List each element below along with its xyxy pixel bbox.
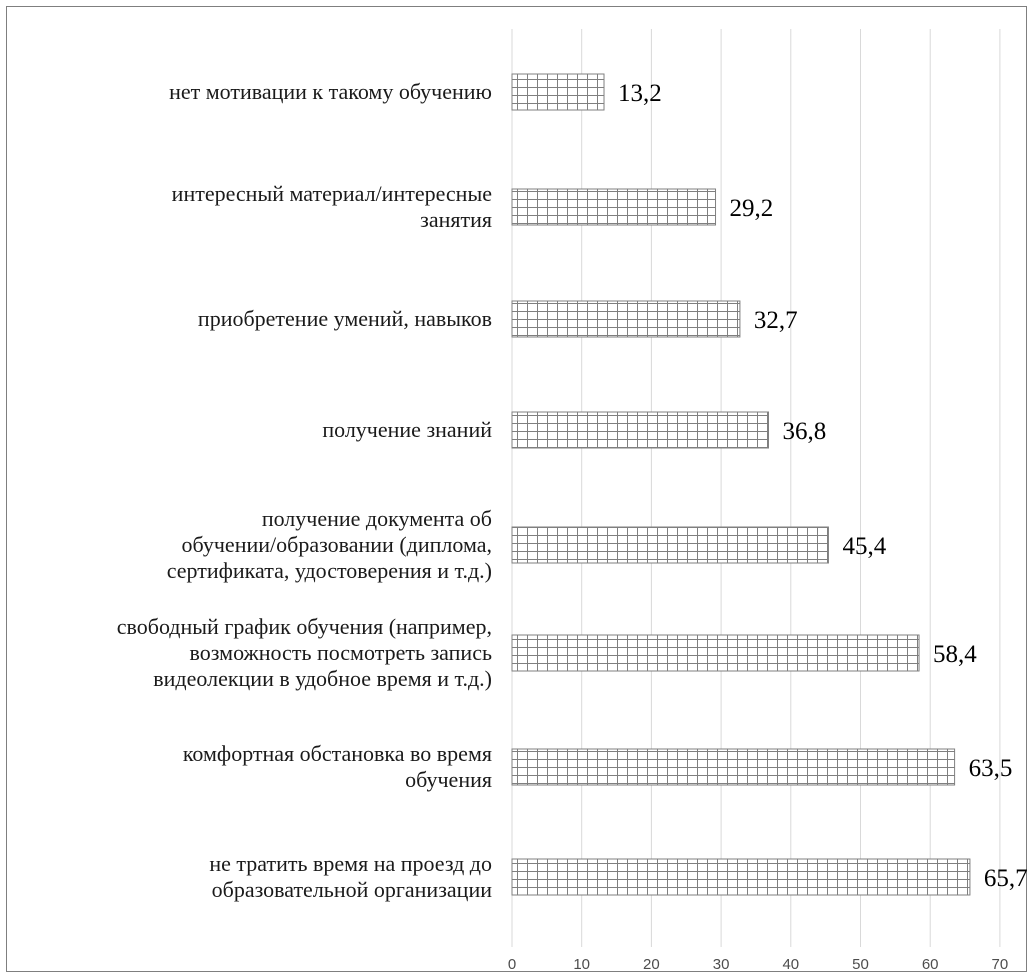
data-label: 63,5 (969, 755, 1013, 782)
bar (511, 526, 829, 564)
x-tick-label: 10 (573, 956, 590, 973)
category-labels: нет мотивации к такому обучению интересны… (117, 79, 492, 902)
category-label: нет мотивации к такому обучению (169, 79, 492, 104)
category-label: получение знаний (322, 417, 492, 442)
category-label-line: возможность посмотреть запись (190, 640, 492, 665)
x-tick-label: 70 (992, 956, 1009, 973)
bar (511, 73, 605, 111)
category-label: получение документа об обучении/образован… (167, 506, 492, 583)
category-label-line: получение документа об (262, 506, 492, 531)
bar (511, 411, 769, 449)
x-tick-label: 40 (782, 956, 799, 973)
category-label-line: свободный график обучения (например, (117, 614, 492, 639)
bar (511, 858, 971, 896)
category-label: комфортная обстановка во время обучения (183, 741, 492, 792)
data-label: 32,7 (754, 307, 798, 334)
value-labels: 13,2 29,2 32,7 36,8 45,4 58,4 63,5 65,7 (618, 80, 1028, 892)
gridlines (511, 29, 1001, 947)
category-label: свободный график обучения (например, возм… (117, 614, 492, 691)
category-label-line: нет мотивации к такому обучению (169, 79, 492, 104)
category-label-line: интересный материал/интересные (172, 181, 492, 206)
bar (511, 188, 717, 226)
category-label-line: видеолекции в удобное время и т.д.) (153, 666, 492, 691)
category-label: интересный материал/интересные занятия (172, 181, 492, 232)
x-tick-label: 0 (508, 956, 516, 973)
bar-chart: нет мотивации к такому обучению интересны… (117, 29, 1028, 973)
category-label-line: сертификата, удостоверения и т.д.) (167, 558, 492, 583)
x-axis-ticks: 0 10 20 30 40 50 60 70 (508, 956, 1008, 973)
data-label: 58,4 (933, 641, 977, 668)
bar (511, 634, 920, 672)
category-label-line: занятия (420, 207, 492, 232)
x-tick-label: 30 (713, 956, 730, 973)
category-label-line: образовательной организации (212, 877, 493, 902)
x-tick-label: 50 (852, 956, 869, 973)
bars (511, 73, 971, 896)
category-label: не тратить время на проезд до образовател… (209, 851, 492, 902)
x-tick-label: 60 (922, 956, 939, 973)
chart-frame: нет мотивации к такому обучению интересны… (6, 6, 1028, 973)
bar (511, 748, 956, 786)
category-label-line: получение знаний (322, 417, 492, 442)
x-tick-label: 20 (643, 956, 660, 973)
category-label-line: комфортная обстановка во время (183, 741, 492, 766)
category-label: приобретение умений, навыков (198, 306, 492, 331)
category-label-line: обучения (405, 767, 492, 792)
bar (511, 300, 741, 338)
category-label-line: обучении/образовании (диплома, (182, 532, 492, 557)
category-label-line: приобретение умений, навыков (198, 306, 492, 331)
data-label: 45,4 (842, 533, 886, 560)
data-label: 13,2 (618, 80, 662, 107)
data-label: 29,2 (730, 195, 774, 222)
category-label-line: не тратить время на проезд до (209, 851, 492, 876)
data-label: 36,8 (782, 418, 826, 445)
data-label: 65,7 (984, 865, 1028, 892)
